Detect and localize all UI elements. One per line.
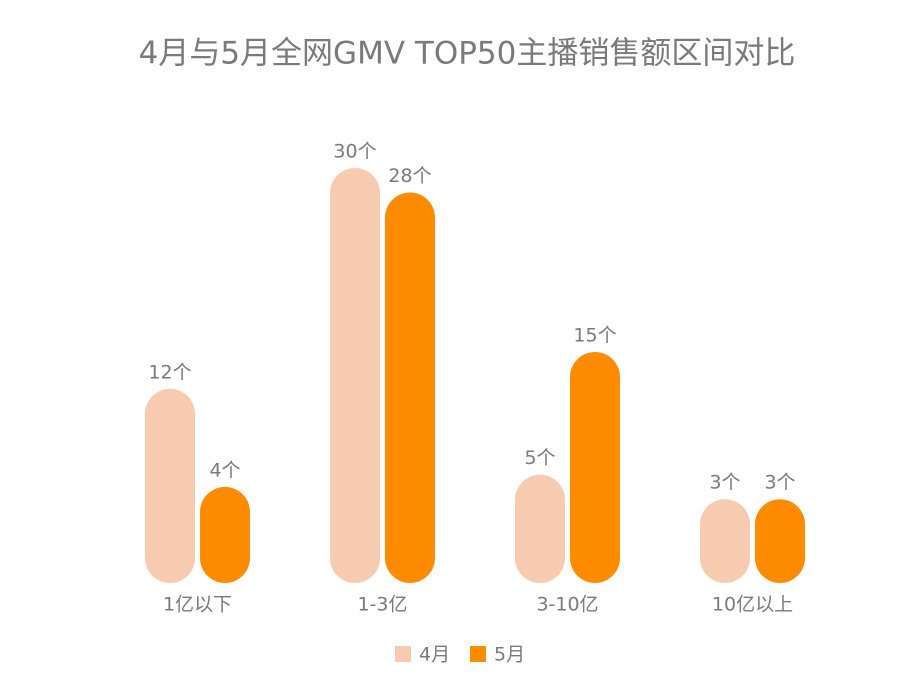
bar	[385, 192, 435, 584]
data-label: 28个	[388, 165, 431, 187]
legend-label: 4月	[419, 644, 450, 666]
x-tick-label: 3-10亿	[536, 594, 598, 616]
chart-title: 4月与5月全网GMV TOP50主播销售额区间对比	[139, 36, 796, 72]
data-label: 5个	[524, 447, 555, 469]
data-label: 12个	[148, 361, 191, 383]
bar	[200, 486, 250, 583]
x-tick-label: 10亿以上	[712, 594, 793, 616]
x-tick-label: 1-3亿	[357, 594, 407, 616]
legend-swatch	[395, 646, 411, 662]
bar	[330, 168, 380, 583]
bar	[755, 499, 805, 583]
legend-label: 5月	[494, 644, 525, 666]
legend-swatch	[470, 646, 486, 662]
bar	[570, 352, 620, 583]
data-label: 30个	[333, 141, 376, 163]
data-label: 3个	[764, 472, 795, 494]
bar	[145, 388, 195, 583]
bar	[700, 499, 750, 583]
data-label: 15个	[573, 325, 616, 347]
data-label: 4个	[209, 459, 240, 481]
data-label: 3个	[709, 472, 740, 494]
bar	[515, 474, 565, 583]
x-tick-label: 1亿以下	[163, 594, 232, 616]
